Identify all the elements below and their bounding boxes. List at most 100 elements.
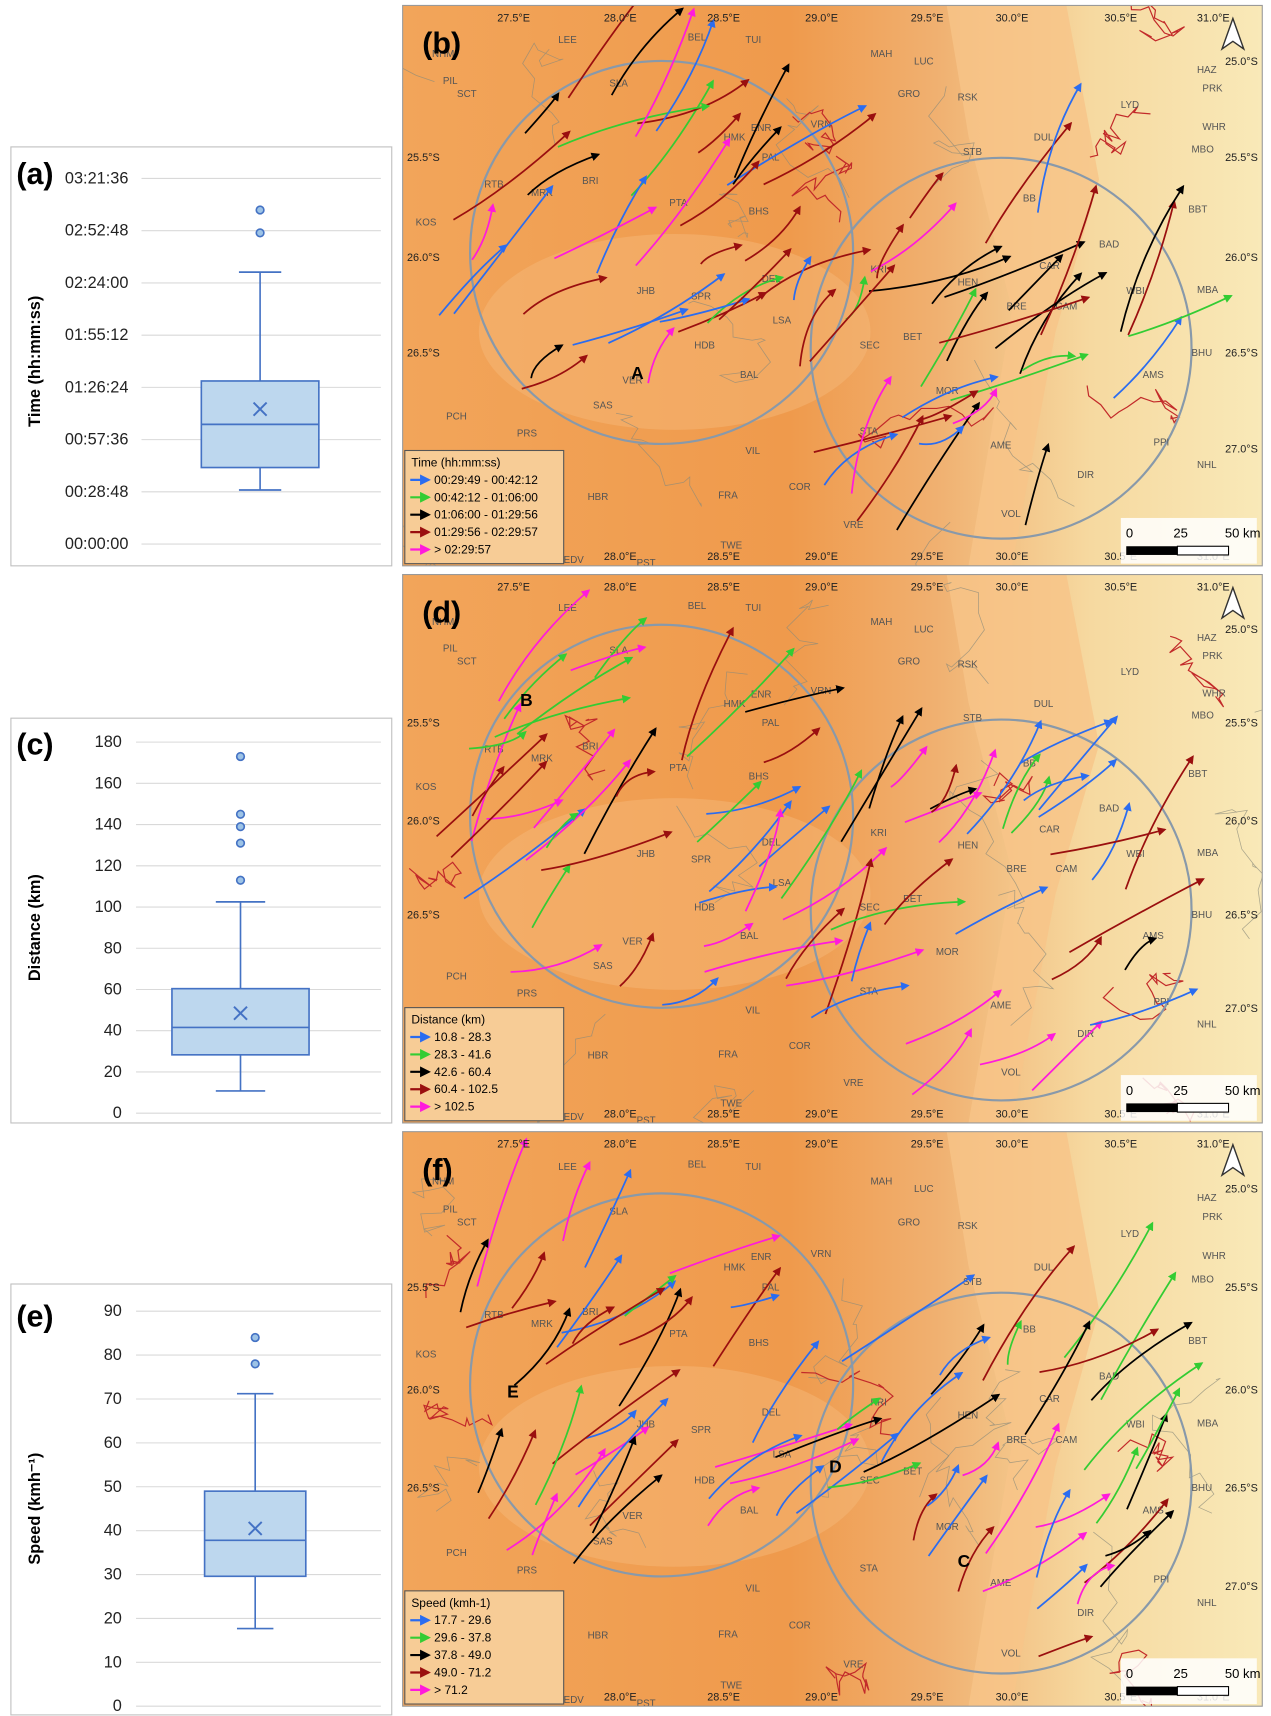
- place-label: PST: [637, 1115, 656, 1126]
- y-tick-label: 100: [95, 898, 122, 916]
- place-label: BEL: [688, 1160, 707, 1171]
- place-label: BBT: [1188, 769, 1207, 780]
- place-label: STB: [963, 1277, 982, 1288]
- lat-label: 27.0°S: [1225, 443, 1258, 455]
- place-label: LYD: [1121, 1229, 1139, 1240]
- lon-label: 29.5°E: [911, 582, 944, 594]
- scale-label: 0: [1126, 1083, 1133, 1098]
- place-label: HBR: [588, 1630, 609, 1641]
- y-tick-label: 80: [104, 1346, 122, 1364]
- place-label: PTA: [669, 1329, 688, 1340]
- place-label: BAL: [740, 931, 759, 942]
- place-label: AME: [990, 1000, 1012, 1011]
- lat-label: 26.5°S: [1225, 909, 1258, 921]
- place-label: BHU: [1192, 348, 1213, 359]
- legend-label: 10.8 - 28.3: [434, 1030, 492, 1044]
- place-label: BRE: [1007, 864, 1028, 875]
- y-tick-label: 03:21:36: [65, 169, 128, 187]
- place-label: BET: [903, 332, 922, 343]
- place-label: FRA: [718, 491, 738, 502]
- scale-label: 0: [1126, 1666, 1133, 1681]
- lat-label: 25.0°S: [1225, 1184, 1258, 1196]
- place-label: FRA: [718, 1629, 738, 1640]
- place-label: SCT: [457, 656, 477, 667]
- place-label: KOS: [416, 782, 437, 793]
- place-label: LUC: [914, 57, 934, 68]
- y-tick-label: 30: [104, 1566, 122, 1584]
- place-label: BHS: [749, 1338, 770, 1349]
- place-label: VOL: [1001, 1067, 1021, 1078]
- place-label: BAD: [1099, 239, 1119, 250]
- place-label: BHS: [749, 771, 770, 782]
- place-label: COR: [789, 482, 811, 493]
- lat-label: 26.5°S: [407, 909, 440, 921]
- y-tick-label: 00:00:00: [65, 535, 128, 553]
- box-plot-panel: 00:00:0000:28:4800:57:3601:26:2401:55:12…: [11, 147, 392, 566]
- legend-label: 17.7 - 29.6: [434, 1613, 492, 1627]
- legend-label: 37.8 - 49.0: [434, 1648, 492, 1662]
- place-label: SAS: [593, 1537, 613, 1548]
- place-label: STA: [860, 1563, 879, 1574]
- place-label: BAL: [740, 370, 759, 381]
- box-plot-panel: 020406080100120140160180(c)Distance (km): [11, 718, 392, 1123]
- place-label: KOS: [416, 218, 437, 229]
- legend-label: 29.6 - 37.8: [434, 1631, 492, 1645]
- place-label: TUI: [745, 35, 761, 46]
- place-label: STB: [963, 713, 982, 724]
- y-tick-label: 180: [95, 733, 122, 751]
- place-label: MRK: [531, 753, 553, 764]
- panel-label: (e): [16, 1300, 53, 1334]
- legend-label: 00:29:49 - 00:42:12: [434, 473, 538, 487]
- outlier: [256, 206, 264, 214]
- place-label: NHL: [1197, 1019, 1217, 1030]
- place-label: PCH: [446, 411, 467, 422]
- y-tick-label: 10: [104, 1653, 122, 1671]
- panel-frame: [11, 147, 392, 566]
- legend-label: 00:42:12 - 01:06:00: [434, 490, 538, 504]
- y-tick-label: 50: [104, 1478, 122, 1496]
- place-label: PRS: [517, 1566, 538, 1577]
- place-label: DIR: [1077, 470, 1094, 481]
- place-label: HEN: [958, 841, 979, 852]
- place-label: STB: [963, 147, 982, 158]
- place-label: VIL: [745, 446, 760, 457]
- lat-label: 26.5°S: [407, 348, 440, 360]
- place-label: MBA: [1197, 285, 1219, 296]
- lat-label: 25.5°S: [407, 1282, 440, 1294]
- place-label: BEL: [688, 33, 707, 44]
- lon-label: 28.5°E: [707, 12, 740, 24]
- lon-label: 31.0°E: [1197, 582, 1230, 594]
- place-label: BEL: [688, 601, 707, 612]
- map-panel: NHMLEESLABELTUIMAHLUCPILSCTGRORSKHMKENRV…: [403, 1132, 1263, 1716]
- panel-frame: [11, 718, 392, 1123]
- lat-label: 26.0°S: [1225, 816, 1258, 828]
- place-label: AMS: [1143, 370, 1165, 381]
- outlier: [237, 753, 245, 761]
- y-tick-label: 70: [104, 1390, 122, 1408]
- legend-label: > 102.5: [434, 1100, 475, 1114]
- y-tick-label: 20: [104, 1609, 122, 1627]
- lon-label: 28.0°E: [604, 551, 637, 563]
- scale-label: 25: [1173, 1083, 1188, 1098]
- place-label: FRA: [718, 1049, 738, 1060]
- lon-label: 28.0°E: [604, 1139, 637, 1151]
- place-label: MBO: [1192, 711, 1215, 722]
- lat-label: 25.0°S: [1225, 624, 1258, 636]
- y-axis-title: Distance (km): [26, 874, 44, 981]
- place-label: HDB: [694, 341, 715, 352]
- place-label: BRI: [582, 176, 598, 187]
- lon-label: 29.5°E: [911, 12, 944, 24]
- place-label: BRE: [1007, 1435, 1028, 1446]
- place-label: DUL: [1034, 1262, 1054, 1273]
- place-label: PRK: [1202, 1212, 1223, 1223]
- place-label: RSK: [958, 92, 979, 103]
- place-label: MOR: [936, 1522, 959, 1533]
- lon-label: 29.5°E: [911, 1692, 944, 1704]
- place-label: WBI: [1126, 286, 1144, 297]
- y-tick-label: 02:24:00: [65, 274, 128, 292]
- place-label: PCH: [446, 972, 467, 983]
- scale-label: 0: [1126, 526, 1133, 541]
- y-tick-label: 60: [104, 980, 122, 998]
- box: [172, 989, 309, 1055]
